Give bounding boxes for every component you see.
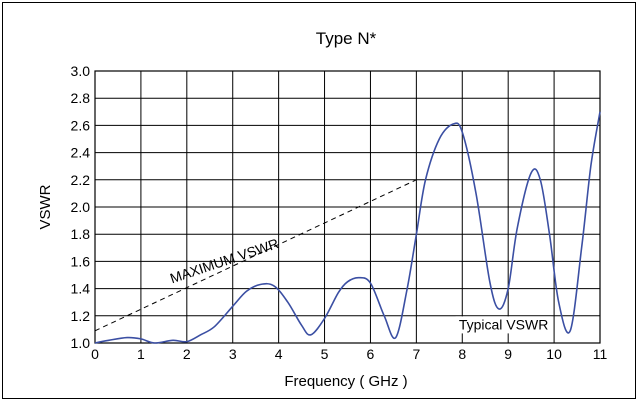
x-tick-label: 5 bbox=[321, 346, 329, 362]
x-tick-label: 7 bbox=[412, 346, 420, 362]
x-tick-label: 4 bbox=[275, 346, 283, 362]
annotation-typical-vswr: Typical VSWR bbox=[459, 316, 548, 332]
x-tick-label: 11 bbox=[593, 346, 608, 362]
x-axis-label: Frequency ( GHz ) bbox=[284, 373, 407, 390]
y-tick-label: 1.4 bbox=[71, 281, 91, 297]
x-tick-label: 6 bbox=[367, 346, 375, 362]
y-tick-label: 1.6 bbox=[71, 253, 91, 269]
y-tick-label: 1.2 bbox=[71, 308, 91, 324]
y-tick-label: 2.6 bbox=[71, 117, 91, 133]
x-tick-label: 3 bbox=[229, 346, 237, 362]
y-tick-label: 3.0 bbox=[71, 63, 91, 79]
y-tick-label: 2.4 bbox=[71, 145, 91, 161]
x-tick-label: 10 bbox=[546, 346, 562, 362]
y-tick-label: 2.8 bbox=[71, 90, 91, 106]
x-tick-label: 8 bbox=[458, 346, 466, 362]
annotation-bg bbox=[455, 316, 552, 334]
chart-title: Type N* bbox=[316, 29, 377, 48]
y-tick-label: 2.2 bbox=[71, 172, 91, 188]
y-tick-label: 1.0 bbox=[71, 335, 91, 351]
y-tick-label: 2.0 bbox=[71, 199, 91, 215]
x-tick-label: 1 bbox=[137, 346, 145, 362]
y-tick-label: 1.8 bbox=[71, 226, 91, 242]
x-tick-label: 2 bbox=[183, 346, 191, 362]
plot-border bbox=[94, 70, 601, 344]
x-tick-label: 9 bbox=[504, 346, 512, 362]
x-tick-label: 0 bbox=[91, 346, 99, 362]
y-axis-label: VSWR bbox=[37, 184, 54, 229]
series-line-typical-vswr bbox=[94, 111, 601, 344]
